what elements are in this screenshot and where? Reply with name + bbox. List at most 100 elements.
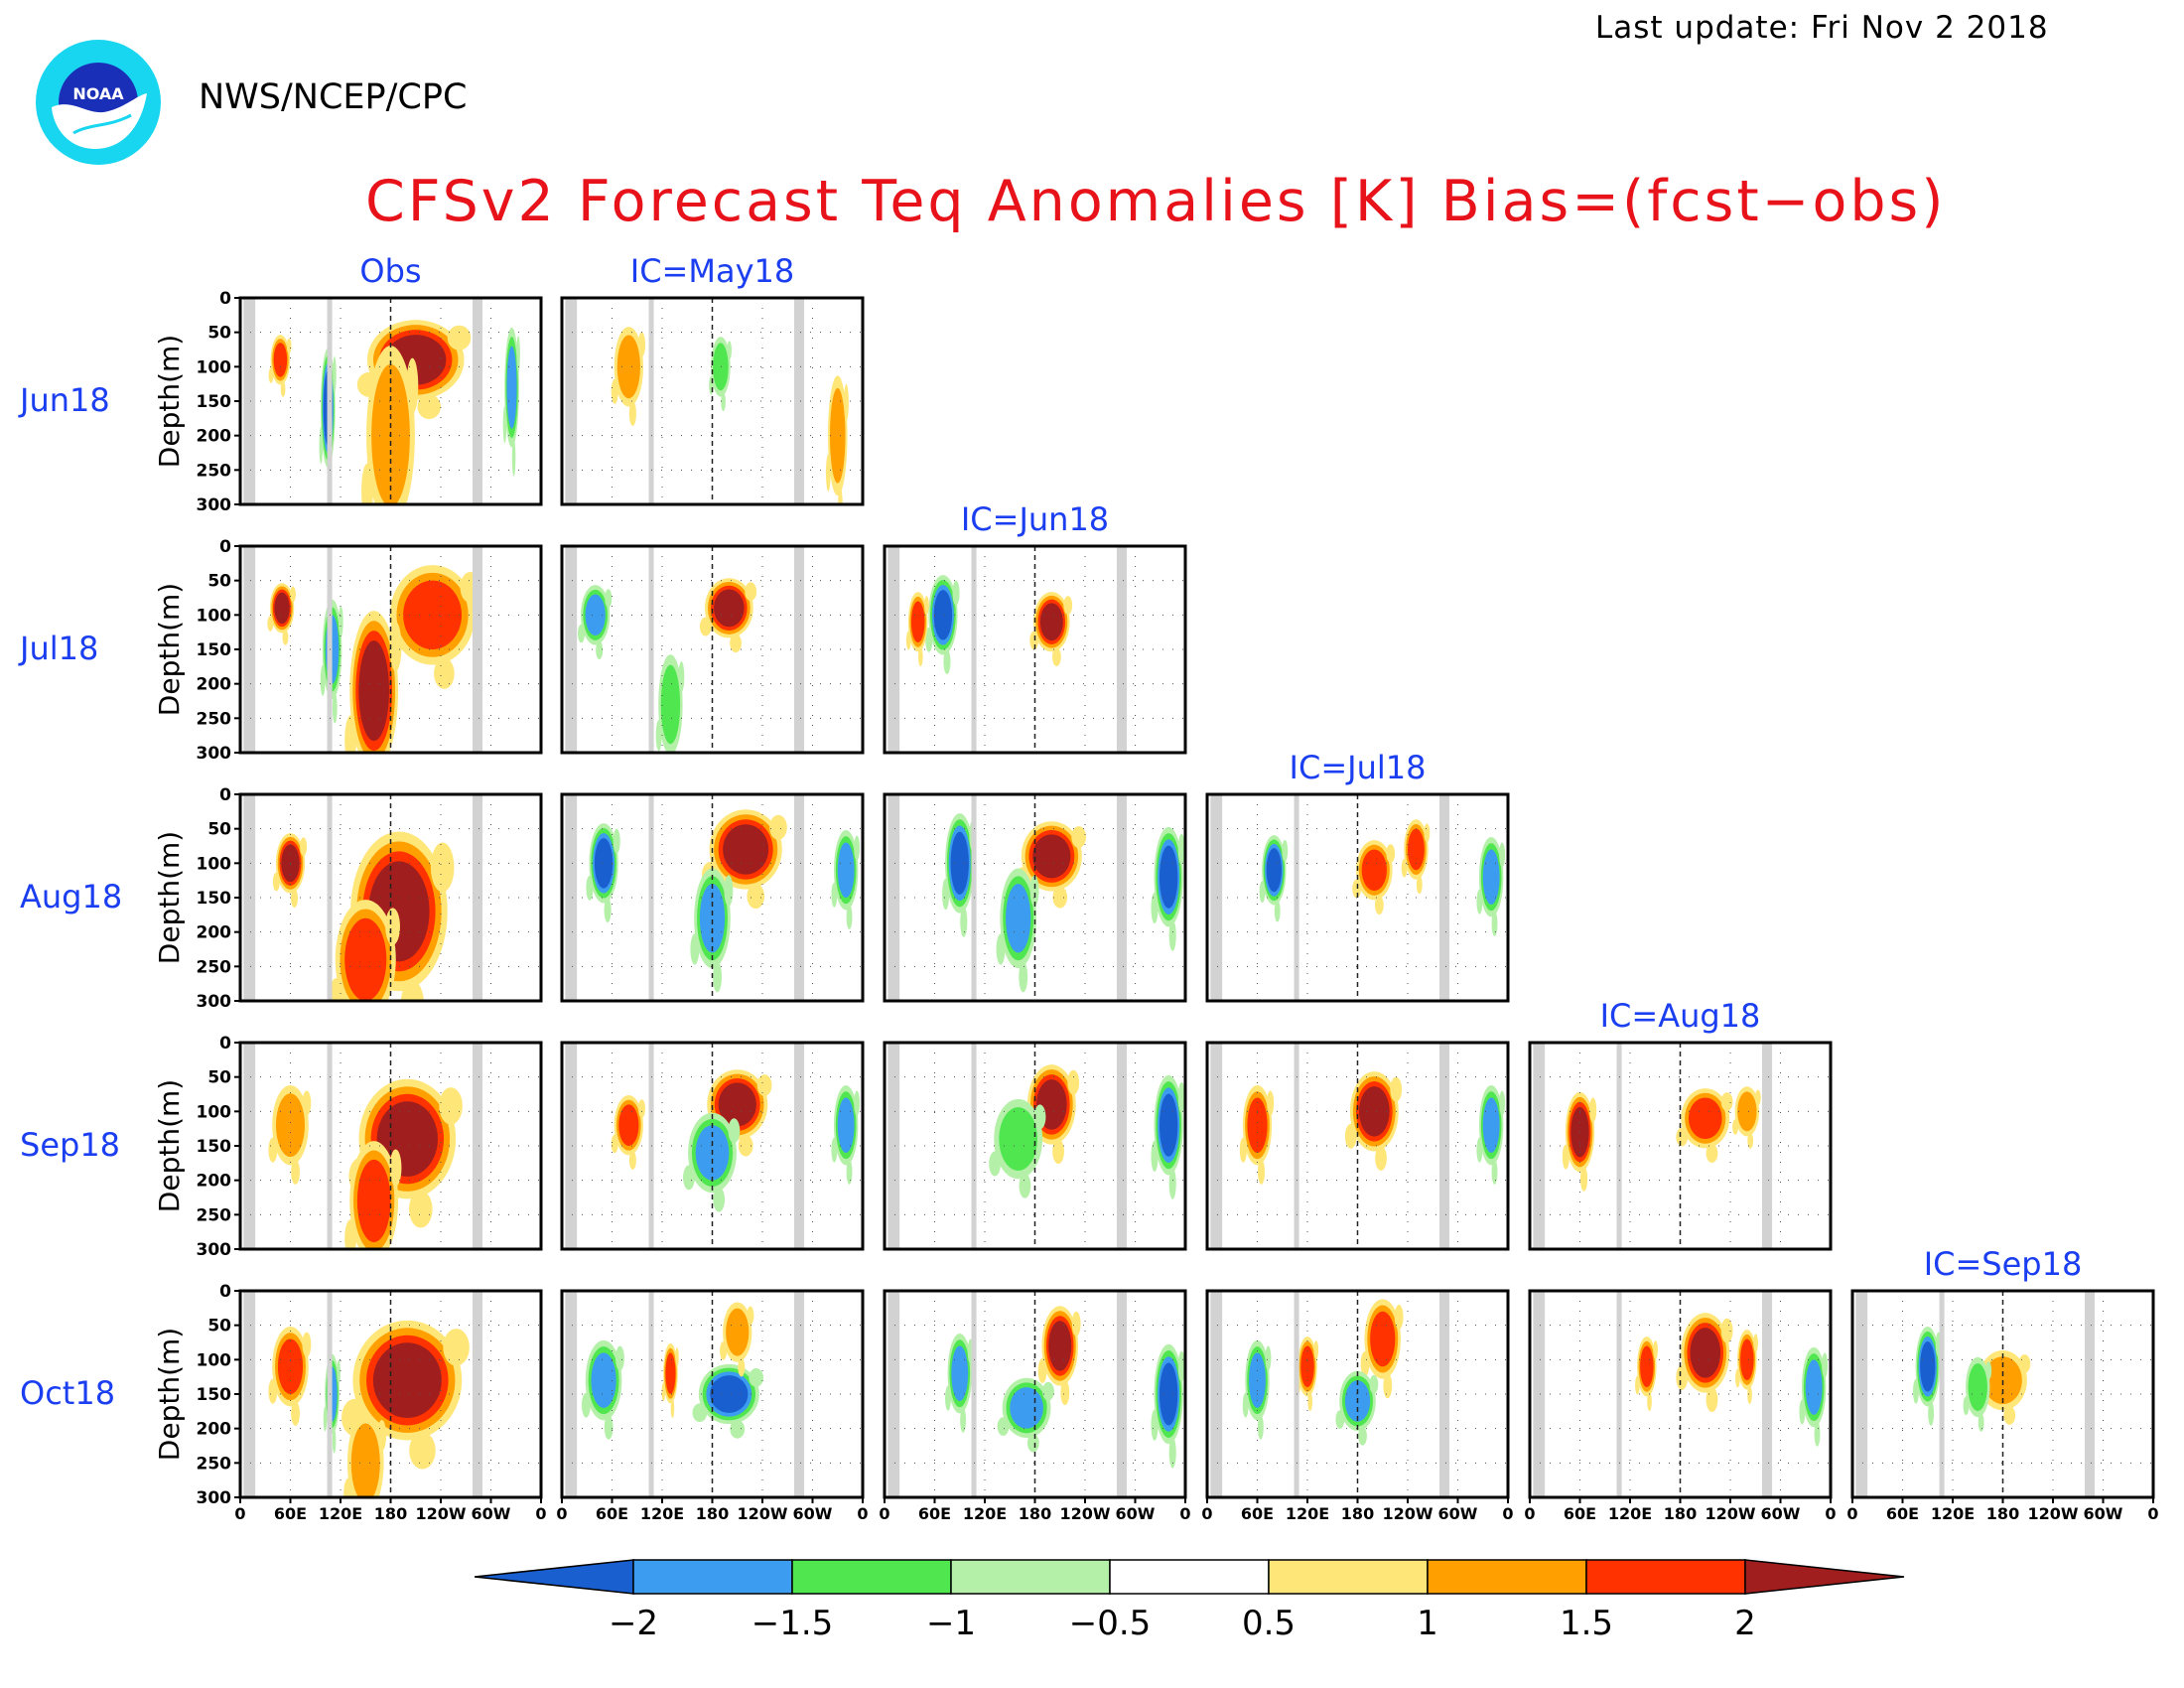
anomaly-patch — [960, 906, 968, 937]
y-tick-label: 250 — [197, 957, 232, 977]
panel-frame — [560, 296, 865, 506]
anomaly-patch — [942, 878, 950, 911]
anomaly-patch — [1274, 900, 1281, 922]
anomaly-patch — [1358, 1426, 1367, 1446]
x-tick-label: 60W — [472, 1504, 511, 1523]
land-mask — [1210, 1291, 1223, 1497]
anomaly-contour — [710, 1375, 749, 1413]
anomaly-patch — [1386, 844, 1396, 863]
x-tick-label: 0 — [535, 1504, 546, 1523]
x-tick-label: 120W — [737, 1504, 787, 1523]
colorbar-label: 2 — [1734, 1604, 1756, 1643]
anomaly-patch — [745, 582, 757, 602]
y-tick-label: 200 — [197, 1172, 232, 1192]
anomaly-patch — [332, 1428, 337, 1454]
anomaly-patch — [1052, 886, 1068, 909]
panel-frame — [1205, 1041, 1510, 1251]
land-mask — [243, 298, 256, 504]
land-mask — [1116, 546, 1128, 753]
anomaly-patch — [1814, 1421, 1821, 1447]
anomaly-patch — [918, 647, 923, 666]
anomaly-patch — [1383, 1373, 1393, 1399]
anomaly-patch — [1747, 1133, 1754, 1149]
colorbar-box — [791, 1559, 952, 1595]
anomaly-contour — [350, 1423, 380, 1497]
x-tick-label: 60W — [2084, 1504, 2123, 1523]
panel-frame — [560, 544, 865, 755]
anomaly-patch — [1374, 896, 1384, 914]
anomaly-contour — [1640, 1345, 1654, 1388]
anomaly-patch — [1307, 1392, 1313, 1411]
land-mask — [1761, 1291, 1773, 1497]
y-tick-label: 150 — [197, 1385, 232, 1405]
anomaly-patch — [1063, 596, 1073, 615]
anomaly-patch — [502, 405, 507, 444]
column-header-ic-may18: IC=May18 — [630, 252, 794, 290]
anomaly-patch — [1401, 858, 1408, 878]
anomaly-patch — [738, 1134, 753, 1157]
y-axis-label: Depth(m) — [153, 1079, 186, 1212]
anomaly-contour — [275, 1093, 306, 1158]
x-tick-label: 180 — [374, 1504, 407, 1523]
x-tick-label: 0 — [1825, 1504, 1836, 1523]
anomaly-patch — [377, 1420, 387, 1452]
anomaly-patch — [291, 1400, 300, 1426]
x-tick-label: 60E — [596, 1504, 628, 1523]
anomaly-contour — [1359, 1086, 1390, 1137]
colorbar-label: −1.5 — [751, 1604, 834, 1643]
anomaly-contour — [1048, 1321, 1072, 1371]
land-mask — [1438, 1043, 1450, 1249]
anomaly-patch — [943, 649, 951, 674]
row-label-jun18: Jun18 — [18, 381, 110, 419]
anomaly-contour — [1006, 884, 1031, 953]
anomaly-contour — [1482, 849, 1500, 905]
y-tick-label: 0 — [219, 537, 231, 557]
x-tick-label: 60E — [274, 1504, 307, 1523]
anomaly-contour — [1039, 603, 1063, 641]
anomaly-patch — [605, 589, 613, 609]
anomaly-contour — [618, 1104, 639, 1146]
anomaly-patch — [1335, 1410, 1345, 1430]
anomaly-patch — [727, 341, 733, 360]
x-tick-label: 0 — [556, 1504, 567, 1523]
anomaly-patch — [756, 1074, 772, 1096]
x-tick-label: 60E — [1564, 1504, 1596, 1523]
anomaly-contour — [616, 335, 640, 399]
land-mask — [887, 1291, 900, 1497]
y-tick-label: 100 — [197, 1350, 232, 1370]
anomaly-patch — [831, 1137, 838, 1163]
anomaly-contour — [1737, 1091, 1757, 1132]
land-mask — [565, 298, 578, 504]
y-tick-label: 50 — [207, 1317, 231, 1336]
colorbar-labels: −2 −1.5 −1 −0.5 0.5 1 1.5 2 — [609, 1604, 1756, 1643]
anomaly-patch — [1177, 833, 1185, 866]
anomaly-contour — [594, 838, 614, 889]
anomaly-patch — [1258, 1159, 1266, 1185]
x-tick-label: 120W — [1059, 1504, 1110, 1523]
y-tick-label: 250 — [197, 1454, 232, 1474]
panel-frame — [883, 792, 1187, 1003]
anomaly-patch — [332, 692, 338, 724]
anomaly-patch — [747, 884, 765, 910]
anomaly-contour — [585, 594, 606, 636]
anomaly-patch — [1239, 1137, 1247, 1163]
land-mask — [565, 794, 578, 1001]
anomaly-contour — [1482, 1097, 1500, 1153]
y-tick-label: 0 — [219, 1034, 231, 1054]
anomaly-patch — [1476, 1137, 1483, 1163]
land-mask — [1533, 1043, 1546, 1249]
anomaly-patch — [1051, 647, 1061, 666]
colorbar-arrow-low — [475, 1559, 634, 1595]
anomaly-patch — [604, 898, 612, 922]
anomaly-contour — [723, 824, 769, 875]
row-label-jul18: Jul18 — [18, 630, 98, 667]
x-tick-label: 120E — [963, 1504, 1007, 1523]
anomaly-patch — [1369, 1374, 1379, 1394]
anomaly-patch — [1033, 1104, 1046, 1130]
anomaly-contour — [1159, 1362, 1178, 1426]
anomaly-contour — [713, 343, 729, 391]
row-label-oct18: Oct18 — [20, 1374, 115, 1412]
land-mask — [1855, 1291, 1868, 1497]
colorbar-box — [1585, 1559, 1746, 1595]
